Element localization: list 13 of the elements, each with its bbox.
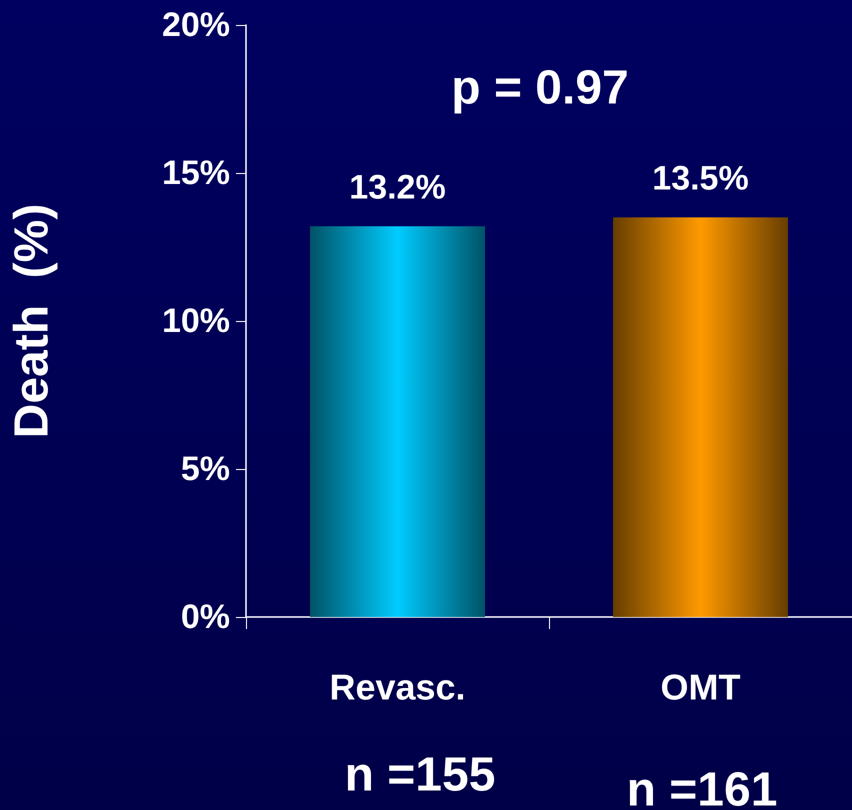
y-tick-label: 5% <box>180 450 230 488</box>
x-tick-label: Revasc. <box>329 666 466 708</box>
x-tick-label: OMT <box>660 666 740 708</box>
text: n =161 <box>626 764 778 810</box>
data-label: 13.2% <box>349 168 446 206</box>
y-tick-label: 10% <box>162 302 230 340</box>
text: n =155 <box>344 748 496 802</box>
y-tick-label: 20% <box>162 6 230 44</box>
annotation: p = 0.97 <box>451 62 629 114</box>
y-axis-title: Death (%) <box>6 204 58 438</box>
y-tick-label: 15% <box>162 154 230 192</box>
data-label: 13.5% <box>652 159 749 198</box>
y-tick-label: 0% <box>180 598 230 636</box>
